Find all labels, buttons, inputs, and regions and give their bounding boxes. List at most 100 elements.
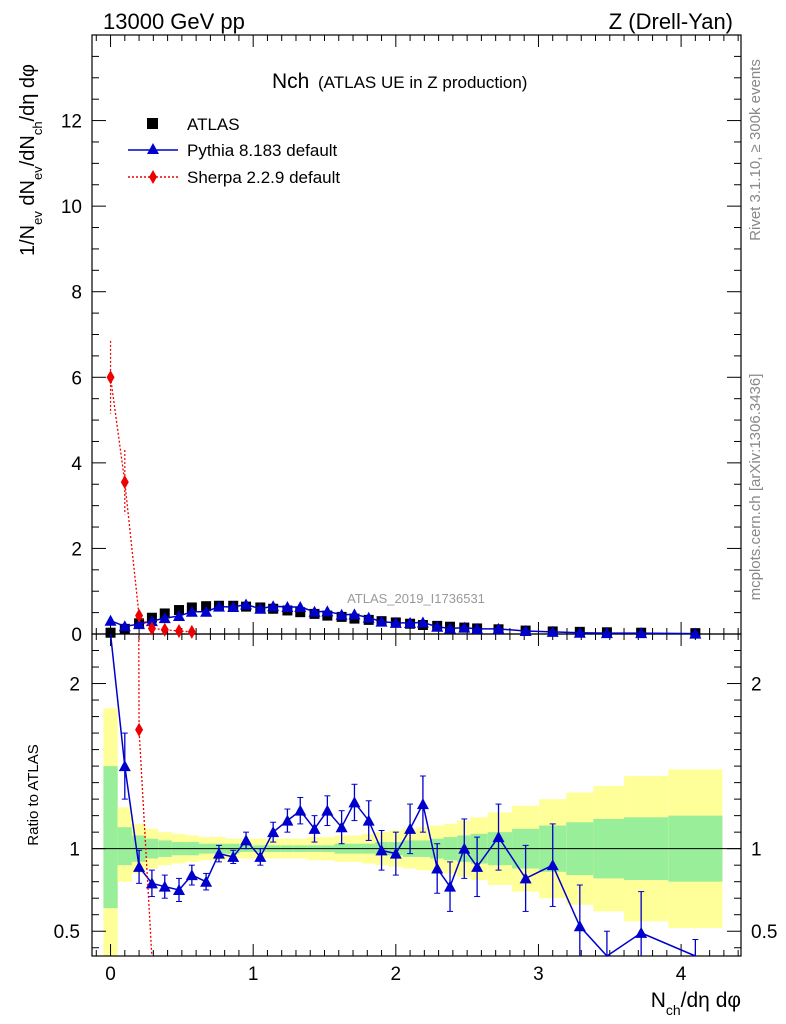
pythia-point-ratio: [185, 869, 198, 881]
pythia-point-main: [404, 616, 417, 628]
pythia-point-main: [600, 627, 613, 639]
ratio-band-inner: [117, 827, 132, 866]
pythia-point-ratio: [118, 760, 131, 772]
pythia-point-ratio: [133, 860, 146, 872]
legend-sherpa-marker: [149, 170, 157, 184]
pythia-point-ratio: [308, 822, 321, 834]
pythia-point-ratio: [416, 798, 429, 810]
pythia-point-ratio: [362, 814, 375, 826]
pythia-point-main: [362, 611, 375, 623]
pythia-point-main: [546, 625, 559, 637]
pythia-point-main: [416, 616, 429, 628]
y-tick-label-ratio: 2: [69, 675, 80, 696]
pythia-point-ratio: [389, 847, 402, 859]
pythia-point-ratio: [635, 926, 648, 938]
pythia-point-main: [104, 614, 117, 626]
pythia-point-ratio: [200, 875, 213, 887]
pythia-point-main: [145, 615, 158, 627]
sherpa-line-main: [109, 377, 192, 633]
y-tick-label-ratio-right: 1: [751, 840, 762, 861]
sherpa-point-ratio: [135, 722, 144, 737]
sherpa-point-main: [187, 624, 196, 639]
pythia-point-main: [375, 615, 388, 627]
pythia-point-main: [471, 622, 484, 634]
pythia-point-main: [321, 605, 334, 617]
atlas-point: [105, 627, 116, 638]
legend-sherpa-label: Sherpa 2.2.9 default: [187, 168, 340, 187]
y-tick-label-main: 0: [71, 625, 82, 646]
pythia-point-ratio: [492, 831, 505, 843]
y-tick-label-main: 4: [71, 454, 82, 475]
pythia-point-main: [281, 601, 294, 613]
chart-title: Nch: [272, 70, 309, 93]
legend-pythia-label: Pythia 8.183 default: [187, 141, 338, 160]
sherpa-point-main: [120, 475, 129, 490]
pythia-point-main: [335, 608, 348, 620]
pythia-point-ratio: [519, 872, 532, 884]
pythia-point-main: [158, 612, 171, 624]
x-tick-label: 3: [533, 964, 544, 985]
y-axis-label-ratio: Ratio to ATLAS: [25, 744, 42, 845]
pythia-point-ratio: [321, 804, 334, 816]
chart-subtitle: (ATLAS UE in Z production): [318, 73, 527, 92]
header-right: Z (Drell-Yan): [609, 9, 733, 34]
sherpa-point-main: [135, 608, 144, 623]
pythia-point-main: [185, 605, 198, 617]
legend: ATLAS Pythia 8.183 default Sherpa 2.2.9 …: [128, 115, 340, 187]
pythia-point-main: [254, 602, 267, 614]
mcplots-label: mcplots.cern.ch [arXiv:1306.3436]: [747, 374, 764, 601]
pythia-point-main: [200, 605, 213, 617]
pythia-point-ratio: [348, 796, 361, 808]
pythia-point-main: [389, 616, 402, 628]
y-tick-label-main: 2: [71, 539, 82, 560]
pythia-point-ratio: [444, 880, 457, 892]
pythia-point-main: [689, 627, 702, 639]
pythia-point-ratio: [173, 883, 186, 895]
pythia-point-ratio: [573, 920, 586, 932]
x-axis-label: Nch/dη dφ: [651, 989, 741, 1018]
pythia-point-main: [240, 598, 253, 610]
pythia-point-ratio: [158, 880, 171, 892]
y-tick-label-ratio: 1: [69, 840, 80, 861]
pythia-point-ratio: [294, 804, 307, 816]
pythia-point-main: [118, 620, 131, 632]
ratio-panel-frame: [91, 633, 742, 957]
pythia-point-ratio: [404, 822, 417, 834]
ratio-band-inner: [103, 766, 118, 909]
pythia-point-ratio: [212, 847, 225, 859]
rivet-label: Rivet 3.1.10, ≥ 300k events: [747, 59, 764, 241]
sherpa-point-main: [106, 370, 115, 385]
x-tick-label: 1: [248, 964, 259, 985]
sherpa-point-main: [160, 622, 169, 637]
pythia-point-ratio: [546, 859, 559, 871]
pythia-point-main: [635, 627, 648, 639]
pythia-point-main: [212, 600, 225, 612]
sherpa-point-main: [147, 621, 156, 636]
legend-atlas-label: ATLAS: [187, 115, 240, 134]
pythia-point-ratio: [254, 850, 267, 862]
pythia-point-ratio: [281, 814, 294, 826]
pythia-point-main: [431, 620, 444, 632]
pythia-point-main: [227, 601, 240, 613]
pythia-point-ratio: [431, 862, 444, 874]
legend-pythia-marker: [147, 143, 159, 154]
ylabel-main-text: 1/N: [17, 225, 39, 256]
watermark: ATLAS_2019_I1736531: [347, 591, 485, 606]
y-tick-label-ratio-right: 0.5: [751, 922, 777, 943]
header-left: 13000 GeV pp: [103, 9, 245, 34]
y-tick-label-main: 6: [71, 368, 82, 389]
pythia-point-main: [267, 600, 280, 612]
x-tick-label: 4: [676, 964, 687, 985]
pythia-point-ratio: [458, 842, 471, 854]
sherpa-point-main: [175, 624, 184, 639]
pythia-point-main: [573, 626, 586, 638]
y-tick-label-main: 10: [61, 197, 82, 218]
pythia-point-main: [519, 625, 532, 637]
y-tick-label-main: 8: [71, 283, 82, 304]
pythia-point-ratio: [471, 860, 484, 872]
y-tick-label-ratio: 0.5: [54, 922, 80, 943]
pythia-point-main: [348, 608, 361, 620]
y-tick-label-ratio-right: 2: [751, 675, 762, 696]
